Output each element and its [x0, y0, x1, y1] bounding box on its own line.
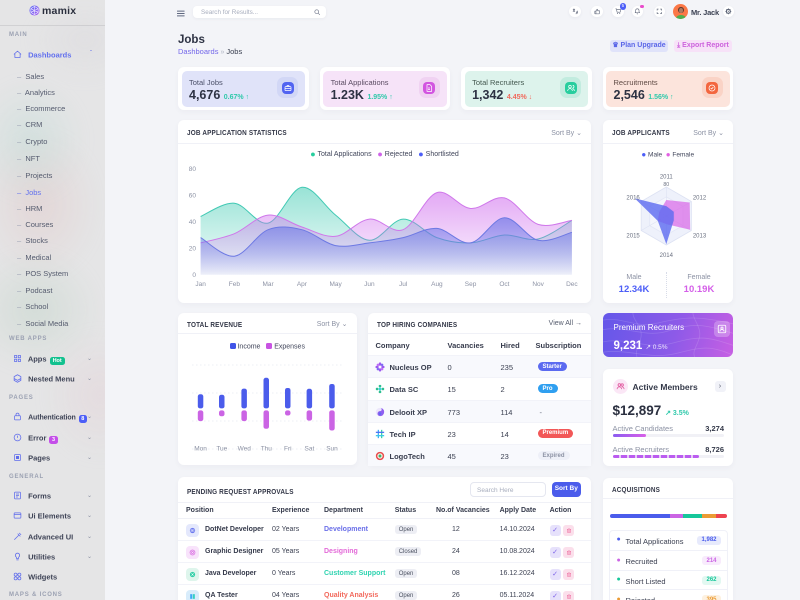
svg-text:Sat: Sat	[305, 446, 315, 453]
svg-text:80: 80	[663, 182, 669, 188]
svg-text:2013: 2013	[692, 234, 706, 240]
svg-text:0: 0	[192, 272, 196, 279]
svg-text:Dec: Dec	[566, 281, 578, 288]
svg-text:2014: 2014	[659, 253, 673, 259]
svg-text:Aug: Aug	[431, 281, 443, 288]
svg-text:Fri: Fri	[284, 446, 292, 453]
svg-text:Mar: Mar	[262, 281, 274, 288]
svg-text:Sun: Sun	[326, 446, 338, 453]
svg-text:Thu: Thu	[261, 446, 273, 453]
svg-text:2011: 2011	[659, 175, 673, 181]
svg-text:May: May	[329, 281, 342, 288]
svg-text:20: 20	[189, 246, 197, 253]
svg-text:N: N	[191, 530, 193, 532]
svg-text:Jul: Jul	[399, 281, 408, 288]
svg-text:Nov: Nov	[532, 281, 544, 288]
svg-text:80: 80	[189, 166, 197, 173]
svg-text:60: 60	[189, 193, 197, 200]
svg-text:2012: 2012	[692, 196, 706, 202]
svg-text:Jan: Jan	[195, 281, 206, 288]
svg-text:Oct: Oct	[499, 281, 509, 288]
svg-text:Jun: Jun	[364, 281, 375, 288]
svg-text:Wed: Wed	[238, 446, 252, 453]
svg-text:Tue: Tue	[216, 446, 227, 453]
svg-text:Apr: Apr	[297, 281, 308, 288]
svg-text:Sep: Sep	[465, 281, 477, 288]
svg-text:40: 40	[189, 219, 197, 226]
svg-text:2016: 2016	[626, 196, 640, 202]
svg-text:Feb: Feb	[229, 281, 241, 288]
svg-text:2015: 2015	[626, 234, 640, 240]
svg-text:Mon: Mon	[194, 446, 207, 453]
